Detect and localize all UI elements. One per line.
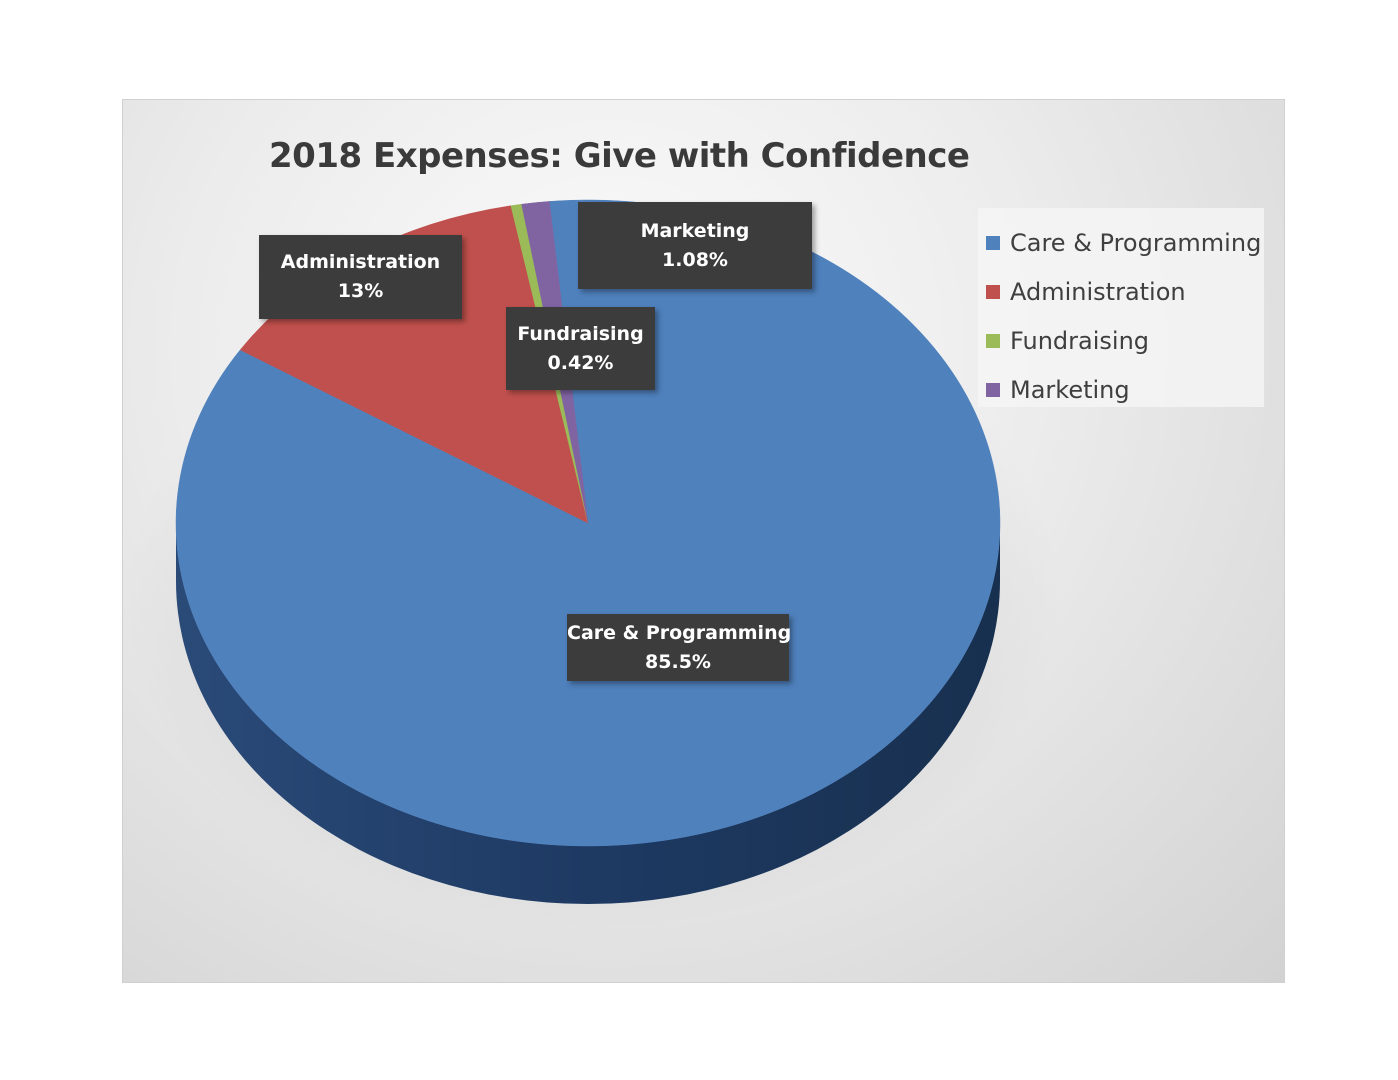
pie-chart — [123, 199, 1063, 930]
data-label-marketing: Marketing 1.08% — [578, 202, 812, 289]
data-label-value: 85.5% — [645, 650, 711, 673]
data-label-name: Care & Programming — [567, 621, 792, 644]
data-label-name: Fundraising — [517, 322, 644, 345]
legend-swatch — [986, 334, 1000, 348]
legend-label: Administration — [1010, 278, 1186, 306]
pie-rim — [176, 523, 1000, 904]
data-label-care-programming: Care & Programming 85.5% — [567, 614, 792, 681]
legend-swatch — [986, 383, 1000, 397]
legend-label: Care & Programming — [1010, 229, 1262, 257]
data-label-value: 0.42% — [547, 351, 614, 374]
data-label-value: 13% — [337, 280, 384, 302]
legend: Care & Programming Administration Fundra… — [978, 208, 1264, 407]
legend-item-marketing: Marketing — [986, 375, 1130, 405]
legend-label: Marketing — [1010, 376, 1130, 404]
legend-label: Fundraising — [1010, 327, 1150, 355]
legend-item-administration: Administration — [986, 277, 1186, 307]
data-label-fundraising: Fundraising 0.42% — [506, 307, 655, 390]
legend-item-fundraising: Fundraising — [986, 326, 1149, 356]
legend-item-care-programming: Care & Programming — [986, 228, 1261, 258]
legend-swatch — [986, 236, 1000, 250]
data-label-value: 1.08% — [662, 248, 728, 271]
data-label-administration: Administration 13% — [259, 235, 462, 319]
data-label-name: Marketing — [640, 219, 750, 242]
legend-swatch — [986, 285, 1000, 299]
chart-title: 2018 Expenses: Give with Confidence — [269, 136, 970, 176]
chart-area: 2018 Expenses: Give with Confidence Care… — [122, 99, 1285, 983]
pie-side — [176, 523, 1000, 904]
data-label-name: Administration — [280, 251, 441, 273]
